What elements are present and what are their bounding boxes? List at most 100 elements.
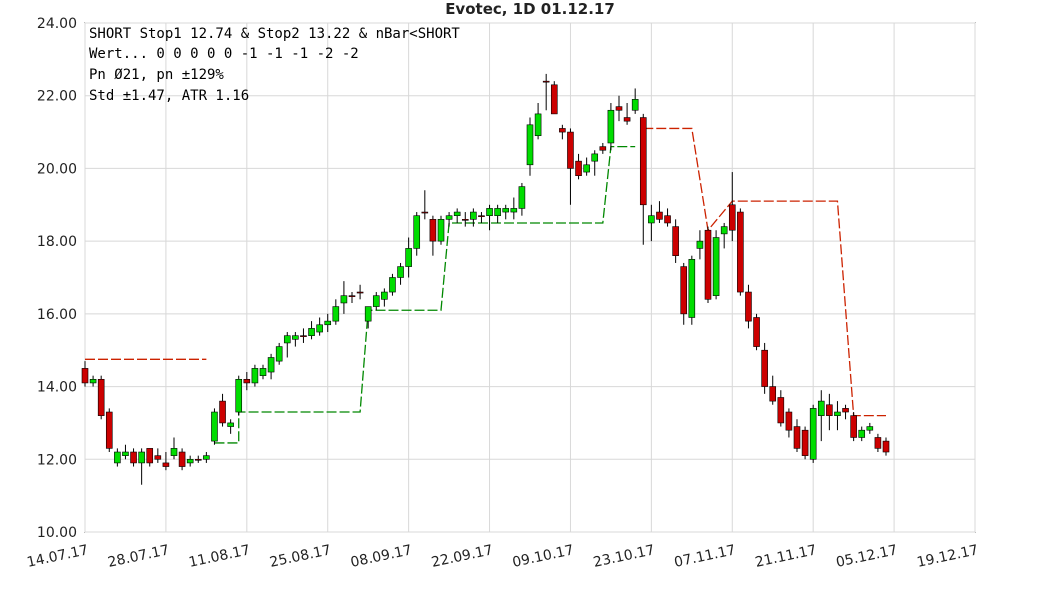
candle [332, 299, 340, 325]
candle-body [470, 211, 477, 220]
candle-body [300, 335, 307, 337]
candle-body [170, 448, 178, 456]
candle [656, 201, 663, 223]
candle [461, 212, 469, 227]
candle-body [615, 106, 623, 111]
candle-body [122, 451, 129, 456]
candle [745, 284, 752, 329]
candle [405, 237, 412, 278]
candle-body [389, 277, 396, 293]
candle [97, 375, 105, 420]
candle-body [510, 208, 518, 213]
y-tick-label: 24.00 [37, 16, 77, 32]
candle [203, 452, 210, 463]
candle [777, 390, 785, 427]
candle-body [777, 397, 785, 424]
candle [138, 448, 145, 485]
candle-body [130, 451, 137, 464]
candle-body [81, 368, 89, 384]
candle [696, 230, 704, 260]
candle-body [631, 99, 639, 111]
candle-body [745, 291, 752, 322]
candle-body [445, 215, 453, 220]
candle [348, 292, 356, 303]
x-tick-label: 23.10.17 [592, 542, 656, 571]
candle-body [858, 429, 866, 438]
candle-body [753, 317, 760, 347]
candle-body [227, 422, 234, 427]
candle-body [518, 186, 526, 209]
x-tick-label: 28.07.17 [106, 542, 170, 571]
y-tick-label: 22.00 [37, 89, 77, 105]
candle [858, 426, 866, 442]
candle [170, 437, 178, 460]
candle-body [154, 455, 162, 460]
candle-body [235, 378, 243, 413]
info-line: Std ±1.47, ATR 1.16 [89, 88, 249, 104]
candle [114, 448, 121, 467]
candle [324, 313, 332, 333]
candle [494, 204, 501, 223]
info-line: SHORT Stop1 12.74 & Stop2 13.22 & nBar<S… [89, 26, 460, 42]
candle [275, 342, 283, 365]
candle [510, 197, 518, 220]
candle [364, 306, 372, 329]
candle-body [720, 226, 728, 235]
candle [801, 426, 809, 460]
y-tick-label: 18.00 [37, 234, 77, 250]
candle-body [283, 335, 291, 344]
candle [235, 375, 243, 416]
candle [105, 408, 113, 453]
y-tick-label: 10.00 [37, 525, 77, 541]
candle-body [332, 306, 340, 322]
candle-body [761, 349, 768, 387]
candle-body [737, 211, 744, 293]
candle [826, 393, 833, 431]
candle [316, 317, 323, 336]
candle-body [105, 411, 113, 449]
candle [672, 219, 679, 263]
candle-body [874, 437, 882, 449]
candle [130, 448, 137, 467]
candle [785, 408, 793, 438]
candle [502, 204, 510, 220]
chart-title: Evotec, 1D 01.12.17 [445, 0, 615, 18]
candle-body [267, 357, 275, 373]
candle [227, 419, 234, 434]
candle-body [712, 237, 720, 296]
x-tick-label: 08.09.17 [349, 542, 413, 571]
candle-body [599, 146, 607, 151]
candle-body [696, 240, 704, 249]
candle [583, 157, 590, 176]
candle-body [559, 128, 566, 133]
x-tick-label: 19.12.17 [916, 542, 980, 571]
y-tick-label: 16.00 [37, 307, 77, 323]
candle [81, 361, 89, 387]
candle [631, 88, 639, 114]
candle [429, 215, 437, 256]
candle [720, 222, 728, 249]
candle-body [421, 211, 429, 214]
candle-body [672, 226, 679, 256]
candle [680, 262, 688, 325]
y-tick-label: 14.00 [37, 380, 77, 396]
candle [267, 353, 275, 380]
candle-body [178, 451, 186, 467]
candle [211, 408, 218, 445]
candle [599, 142, 607, 154]
candle [283, 332, 291, 358]
info-line: Wert... 0 0 0 0 0 -1 -1 -1 -2 -2 [89, 46, 359, 62]
candle-body [801, 429, 809, 456]
y-tick-label: 20.00 [37, 161, 77, 177]
candle [534, 102, 542, 140]
candle [259, 364, 267, 380]
candle-body [97, 378, 105, 416]
candle-body [542, 80, 550, 83]
candle-body [583, 164, 590, 173]
candle-body [364, 306, 372, 322]
candle [769, 375, 777, 405]
candle-body [324, 320, 332, 326]
candle-body [502, 208, 510, 213]
candle-body [550, 84, 558, 115]
candle-body [842, 408, 849, 413]
